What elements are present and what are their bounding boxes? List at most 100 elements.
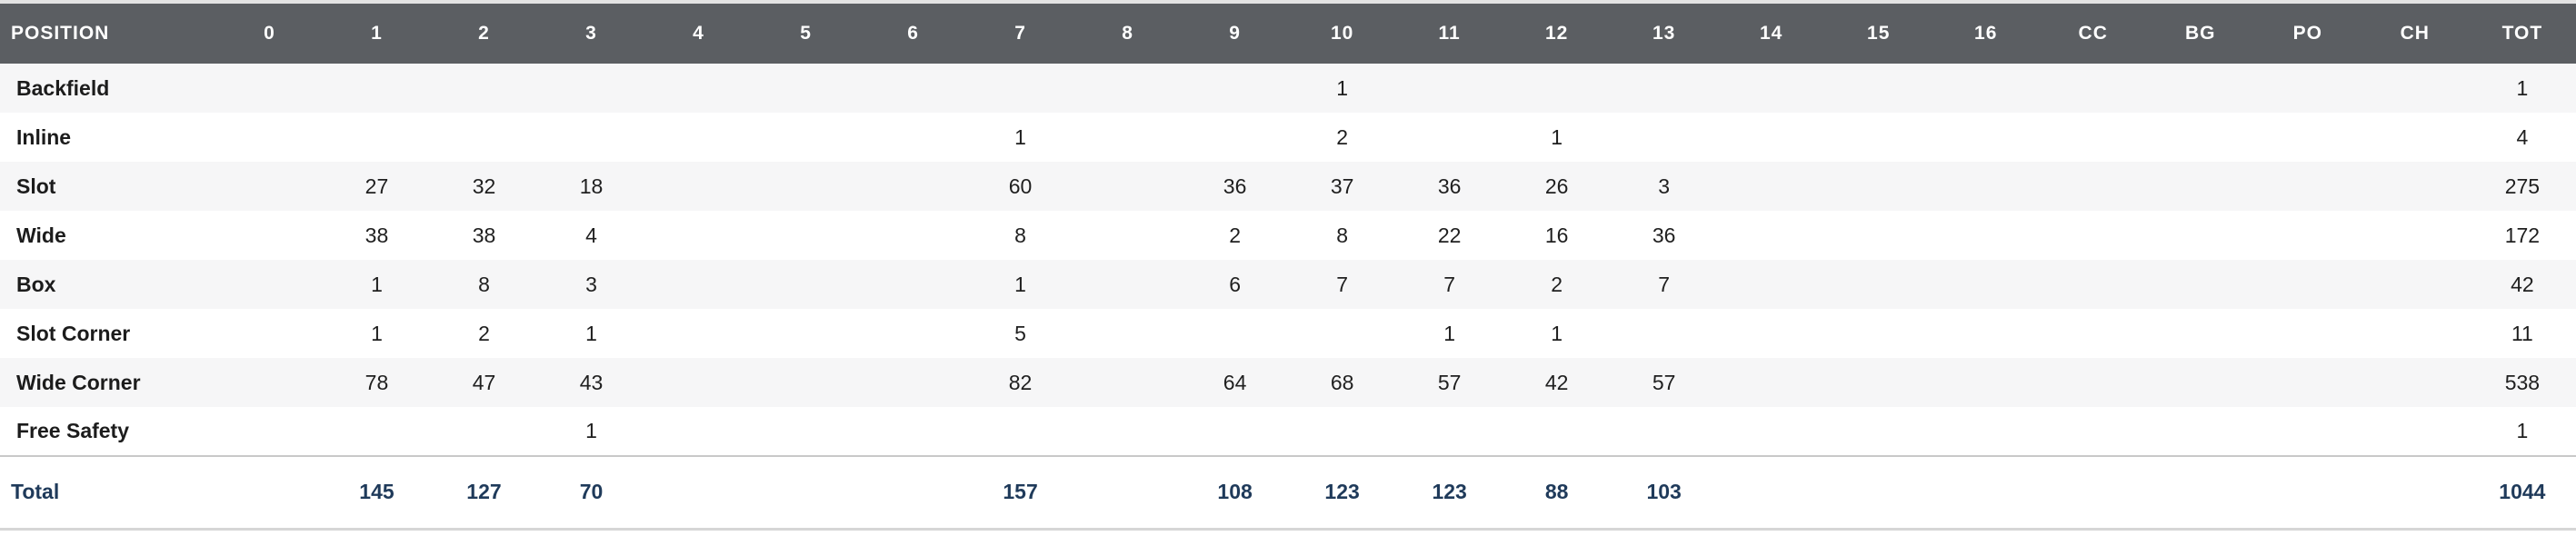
column-header-7[interactable]: 7 (1014, 23, 1026, 44)
cell-8 (1074, 211, 1182, 260)
cell-14 (1718, 211, 1825, 260)
total-cell-0 (215, 456, 323, 529)
cell-bg (2147, 64, 2254, 113)
column-header-12[interactable]: 12 (1544, 23, 1569, 44)
total-cell-ch (2361, 456, 2469, 529)
cell-3: 1 (585, 419, 597, 442)
total-cell-2: 127 (466, 480, 502, 504)
cell-po (2254, 211, 2361, 260)
cell-15 (1825, 407, 1932, 456)
total-cell-14 (1718, 456, 1825, 529)
column-header-15[interactable]: 15 (1867, 23, 1891, 44)
cell-3: 18 (579, 174, 604, 198)
cell-tot: 275 (2504, 174, 2541, 198)
cell-4 (645, 64, 753, 113)
table-row: Free Safety 1 1 (0, 407, 2576, 456)
cell-po (2254, 64, 2361, 113)
total-label: Total (11, 480, 60, 504)
cell-11: 36 (1437, 174, 1462, 198)
total-cell-tot: 1044 (2499, 480, 2546, 504)
cell-3: 43 (579, 370, 604, 394)
total-cell-13: 103 (1646, 480, 1682, 504)
cell-12: 1 (1551, 321, 1563, 345)
table-row: Wide Corner 78 47 43 82 64 68 57 42 57 538 (0, 358, 2576, 407)
column-header-1[interactable]: 1 (371, 23, 383, 44)
column-header-bg[interactable]: BG (2184, 23, 2216, 44)
column-header-16[interactable]: 16 (1974, 23, 1998, 44)
cell-14 (1718, 309, 1825, 358)
cell-12: 16 (1544, 223, 1569, 247)
row-label: Box (16, 272, 56, 296)
cell-6 (860, 407, 967, 456)
column-header-4[interactable]: 4 (693, 23, 704, 44)
column-header-11[interactable]: 11 (1438, 23, 1461, 44)
column-header-9[interactable]: 9 (1229, 23, 1241, 44)
column-header-0[interactable]: 0 (264, 23, 275, 44)
column-header-10[interactable]: 10 (1330, 23, 1354, 44)
column-header-position[interactable]: POSITION (11, 23, 110, 44)
column-header-5[interactable]: 5 (800, 23, 812, 44)
cell-5 (753, 309, 860, 358)
cell-4 (645, 407, 753, 456)
column-header-13[interactable]: 13 (1652, 23, 1676, 44)
cell-16 (1932, 358, 2040, 407)
cell-6 (860, 162, 967, 211)
cell-2 (430, 113, 537, 162)
total-cell-bg (2147, 456, 2254, 529)
cell-3 (538, 64, 645, 113)
cell-po (2254, 407, 2361, 456)
cell-5 (753, 113, 860, 162)
cell-cc (2040, 162, 2147, 211)
cell-bg (2147, 358, 2254, 407)
column-header-po[interactable]: PO (2292, 23, 2322, 44)
cell-bg (2147, 162, 2254, 211)
total-cell-12: 88 (1544, 480, 1569, 504)
table-row: Slot Corner 1 2 1 5 1 1 11 (0, 309, 2576, 358)
table-body: Backfield 1 1 Inline 1 2 1 4 Slot 27 32 18 60 36 37 36 2… (0, 64, 2576, 456)
row-label: Slot (16, 174, 56, 198)
cell-0 (215, 211, 323, 260)
column-header-14[interactable]: 14 (1760, 23, 1783, 44)
column-header-8[interactable]: 8 (1122, 23, 1133, 44)
cell-14 (1718, 260, 1825, 309)
column-header-3[interactable]: 3 (585, 23, 597, 44)
cell-ch (2361, 162, 2469, 211)
cell-4 (645, 211, 753, 260)
cell-5 (753, 407, 860, 456)
cell-12: 1 (1551, 124, 1563, 149)
cell-tot: 11 (2511, 321, 2533, 345)
total-cell-15 (1825, 456, 1932, 529)
cell-8 (1074, 162, 1182, 211)
cell-bg (2147, 260, 2254, 309)
column-header-2[interactable]: 2 (478, 23, 490, 44)
cell-3: 3 (585, 272, 597, 296)
cell-0 (215, 260, 323, 309)
row-label: Free Safety (16, 419, 130, 442)
cell-po (2254, 260, 2361, 309)
column-header-6[interactable]: 6 (907, 23, 919, 44)
cell-9 (1182, 309, 1289, 358)
cell-cc (2040, 211, 2147, 260)
total-cell-16 (1932, 456, 2040, 529)
cell-11: 1 (1443, 321, 1456, 345)
cell-ch (2361, 358, 2469, 407)
column-header-ch[interactable]: CH (2400, 23, 2430, 44)
cell-1: 1 (371, 321, 383, 345)
cell-7: 82 (1008, 370, 1033, 394)
total-cell-cc (2040, 456, 2147, 529)
cell-1: 38 (364, 223, 389, 247)
column-header-tot[interactable]: TOT (2501, 23, 2543, 44)
cell-15 (1825, 64, 1932, 113)
cell-tot: 42 (2511, 272, 2534, 296)
cell-6 (860, 358, 967, 407)
cell-7: 60 (1008, 174, 1033, 198)
column-header-cc[interactable]: CC (2078, 23, 2108, 44)
cell-0 (215, 407, 323, 456)
cell-ch (2361, 113, 2469, 162)
cell-3: 4 (585, 223, 597, 247)
row-label: Inline (16, 124, 72, 149)
cell-10: 7 (1336, 272, 1349, 296)
cell-10: 2 (1336, 124, 1349, 149)
cell-0 (215, 309, 323, 358)
cell-9 (1182, 113, 1289, 162)
